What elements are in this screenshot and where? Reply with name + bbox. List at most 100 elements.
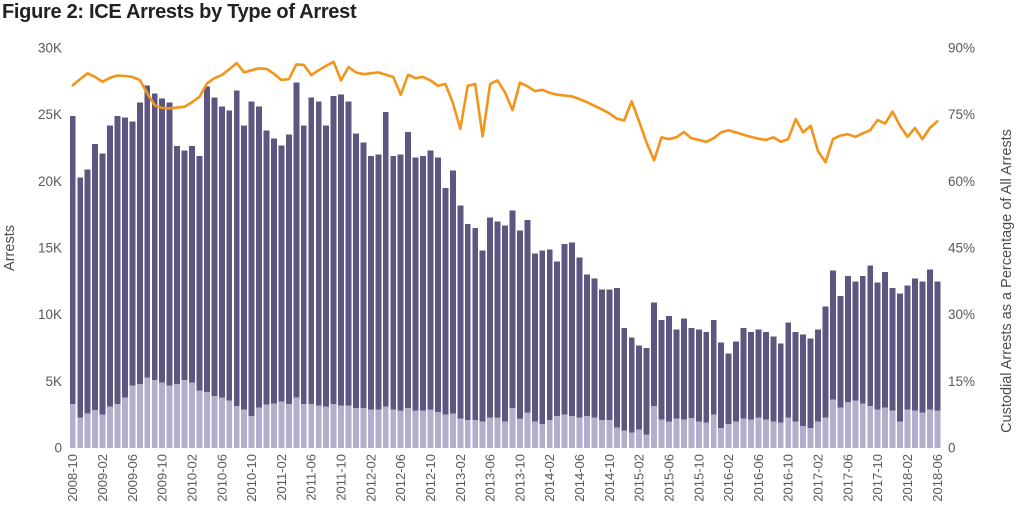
- bar-custodial-segment: [822, 306, 829, 418]
- bar-other-segment: [822, 417, 829, 448]
- bar-other-segment: [375, 409, 382, 448]
- y-tick-label-right: 90%: [948, 41, 975, 56]
- bar-custodial-segment: [218, 106, 225, 398]
- bar-other-segment: [121, 397, 128, 448]
- bar-other-segment: [807, 428, 814, 448]
- bar-custodial-segment: [703, 332, 710, 423]
- bar-custodial-segment: [256, 106, 263, 408]
- bar-other-segment: [524, 412, 531, 448]
- bar-custodial-segment: [457, 205, 464, 419]
- bar-custodial-segment: [584, 274, 590, 416]
- bar-other-segment: [569, 416, 576, 448]
- bar-custodial-segment: [524, 220, 531, 413]
- bar-custodial-segment: [666, 316, 672, 422]
- bar-custodial-segment: [755, 329, 762, 418]
- x-tick-label: 2015-10: [691, 454, 706, 502]
- y-tick-label-left: 20K: [38, 174, 62, 189]
- bar-other-segment: [598, 420, 605, 448]
- bar-custodial-segment: [695, 329, 702, 422]
- bar-custodial-segment: [770, 336, 777, 422]
- bar-custodial-segment: [77, 177, 84, 418]
- bar-custodial-segment: [166, 102, 173, 386]
- bar-other-segment: [859, 403, 866, 448]
- bar-custodial-segment: [569, 242, 576, 416]
- bar-custodial-segment: [844, 276, 851, 402]
- bar-other-segment: [435, 412, 441, 448]
- bar-other-segment: [755, 417, 762, 448]
- bar-other-segment: [420, 410, 426, 448]
- bar-other-segment: [382, 406, 389, 448]
- x-tick-label: 2012-06: [393, 454, 408, 502]
- bar-other-segment: [144, 377, 151, 448]
- bar-custodial-segment: [539, 250, 546, 424]
- bar-other-segment: [256, 407, 263, 448]
- bar-custodial-segment: [867, 265, 874, 406]
- bar-custodial-segment: [740, 328, 747, 419]
- bar-other-segment: [174, 384, 181, 448]
- bar-custodial-segment: [516, 230, 523, 419]
- bar-other-segment: [725, 424, 732, 448]
- bar-other-segment: [800, 426, 807, 448]
- bar-custodial-segment: [502, 225, 508, 422]
- bar-other-segment: [129, 385, 136, 448]
- bar-custodial-segment: [189, 146, 195, 383]
- x-tick-label: 2008-10: [65, 454, 80, 502]
- bar-custodial-segment: [636, 345, 643, 430]
- x-tick-label: 2017-06: [840, 454, 855, 502]
- y-tick-label-right: 75%: [948, 107, 975, 122]
- bar-other-segment: [293, 397, 300, 448]
- bar-custodial-segment: [92, 144, 99, 410]
- bar-other-segment: [315, 405, 322, 448]
- bar-custodial-segment: [271, 138, 277, 404]
- bar-custodial-segment: [531, 253, 538, 422]
- bar-other-segment: [531, 421, 538, 448]
- x-tick-label: 2016-10: [781, 454, 796, 502]
- x-tick-label: 2014-02: [542, 454, 557, 502]
- bar-other-segment: [203, 392, 210, 448]
- bar-other-segment: [889, 410, 896, 448]
- y-tick-label-right: 15%: [948, 374, 975, 389]
- bar-custodial-segment: [464, 224, 471, 420]
- bar-other-segment: [666, 421, 672, 448]
- bar-custodial-segment: [427, 150, 434, 410]
- bar-other-segment: [99, 414, 106, 448]
- x-tick-label: 2012-02: [363, 454, 378, 502]
- bar-custodial-segment: [651, 302, 658, 406]
- bar-custodial-segment: [323, 125, 330, 407]
- bar-other-segment: [636, 429, 643, 448]
- bar-other-segment: [830, 399, 836, 448]
- bar-other-segment: [136, 384, 143, 448]
- bar-custodial-segment: [546, 249, 553, 420]
- bar-custodial-segment: [815, 329, 821, 422]
- bar-other-segment: [360, 408, 367, 448]
- bar-other-segment: [882, 407, 889, 448]
- y-tick-label-left: 0: [54, 441, 62, 456]
- bar-other-segment: [584, 416, 590, 448]
- bar-other-segment: [718, 428, 725, 448]
- bar-other-segment: [487, 417, 494, 448]
- y-tick-label-left: 30K: [38, 41, 62, 56]
- bar-custodial-segment: [300, 125, 307, 404]
- bar-other-segment: [69, 404, 76, 448]
- bar-other-segment: [218, 397, 225, 448]
- bar-custodial-segment: [390, 156, 397, 410]
- bar-other-segment: [762, 419, 769, 448]
- bar-custodial-segment: [412, 157, 419, 411]
- bar-custodial-segment: [442, 188, 449, 415]
- bar-other-segment: [695, 421, 702, 448]
- bar-other-segment: [345, 405, 352, 448]
- x-tick-label: 2018-06: [930, 454, 945, 502]
- bar-custodial-segment: [196, 156, 203, 391]
- bar-custodial-segment: [129, 121, 136, 386]
- bar-custodial-segment: [762, 332, 769, 420]
- bar-other-segment: [770, 421, 777, 448]
- x-tick-label: 2010-02: [185, 454, 200, 502]
- y-axis-title-left: Arrests: [2, 225, 18, 271]
- bar-other-segment: [427, 409, 434, 448]
- bar-custodial-segment: [494, 221, 501, 418]
- bar-custodial-segment: [613, 288, 620, 428]
- x-tick-label: 2018-02: [900, 454, 915, 502]
- bar-other-segment: [107, 406, 113, 448]
- bar-custodial-segment: [472, 228, 479, 420]
